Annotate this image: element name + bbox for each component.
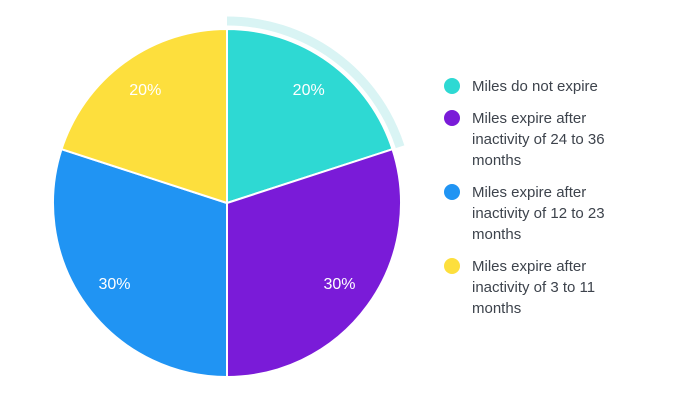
legend-item-miles-do-not-expire[interactable]: Miles do not expire: [444, 76, 654, 97]
legend-item-expire-12-23[interactable]: Miles expire after inactivity of 12 to 2…: [444, 182, 654, 245]
legend-label: Miles expire after inactivity of 24 to 3…: [472, 110, 605, 169]
slice-value-label-3: 20%: [129, 82, 161, 99]
pie-slice-3[interactable]: [60, 28, 228, 204]
legend-swatch-teal-icon: [444, 78, 460, 94]
slice-value-label-2: 30%: [98, 276, 130, 293]
legend: Miles do not expire Miles expire after i…: [444, 76, 654, 330]
legend-label: Miles expire after inactivity of 3 to 11…: [472, 258, 596, 317]
legend-label: Miles expire after inactivity of 12 to 2…: [472, 184, 605, 243]
slice-value-label-1: 30%: [323, 276, 355, 293]
legend-item-expire-24-36[interactable]: Miles expire after inactivity of 24 to 3…: [444, 108, 654, 171]
pie-slice-2[interactable]: [52, 148, 228, 378]
pie-slice-1[interactable]: [226, 148, 402, 378]
legend-item-expire-3-11[interactable]: Miles expire after inactivity of 3 to 11…: [444, 256, 654, 319]
legend-label: Miles do not expire: [472, 78, 598, 95]
legend-swatch-purple-icon: [444, 110, 460, 126]
highlight-ring: [226, 16, 405, 149]
legend-swatch-blue-icon: [444, 184, 460, 200]
pie-slice-0[interactable]: [226, 28, 394, 204]
legend-swatch-yellow-icon: [444, 258, 460, 274]
slice-value-label-0: 20%: [293, 82, 325, 99]
